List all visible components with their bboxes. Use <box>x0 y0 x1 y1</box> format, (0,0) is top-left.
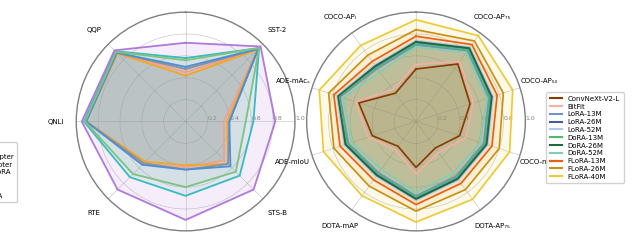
Polygon shape <box>338 42 492 199</box>
Polygon shape <box>356 61 473 174</box>
Polygon shape <box>337 41 493 200</box>
Polygon shape <box>85 48 259 187</box>
Polygon shape <box>340 45 489 196</box>
Polygon shape <box>86 49 259 167</box>
Polygon shape <box>84 48 259 196</box>
Legend: BitFit, HAdapter, PAdapter, AdaLoRA, LoRA, DoRA, FLoRA: BitFit, HAdapter, PAdapter, AdaLoRA, LoR… <box>0 142 17 202</box>
Polygon shape <box>334 36 497 205</box>
Polygon shape <box>86 50 257 165</box>
Legend: ConvNeXt-V2-L, BitFit, LoRA-13M, LoRA-26M, LoRA-52M, DoRA-13M, DoRA-26M, DoRA-52: ConvNeXt-V2-L, BitFit, LoRA-13M, LoRA-26… <box>547 92 623 183</box>
Polygon shape <box>86 49 259 170</box>
Polygon shape <box>86 49 259 170</box>
Polygon shape <box>339 43 491 198</box>
Polygon shape <box>359 64 470 167</box>
Polygon shape <box>329 30 503 211</box>
Polygon shape <box>339 44 490 197</box>
Polygon shape <box>343 47 486 192</box>
Polygon shape <box>82 43 275 220</box>
Polygon shape <box>319 20 513 222</box>
